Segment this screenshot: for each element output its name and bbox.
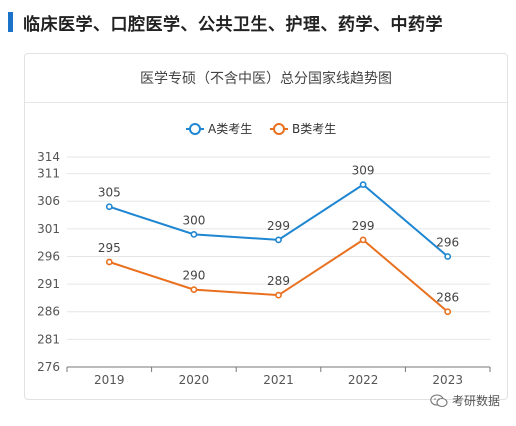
- legend-label-a: A类考生: [208, 122, 252, 136]
- data-point: [275, 236, 282, 244]
- page-title: 临床医学、口腔医学、公共卫生、护理、药学、中药学: [23, 14, 443, 35]
- data-point: [105, 203, 113, 211]
- data-point: [190, 230, 198, 238]
- heading-accent-bar: [8, 12, 13, 32]
- watermark: 考研数据: [430, 392, 500, 409]
- watermark-text: 考研数据: [452, 394, 501, 408]
- data-label: 289: [267, 274, 290, 288]
- x-tick-label: 2021: [263, 373, 294, 387]
- data-point: [444, 253, 452, 260]
- y-tick-label: 291: [37, 277, 60, 291]
- legend-label-b: B类考生: [292, 122, 336, 136]
- section-heading: 临床医学、口腔医学、公共卫生、护理、药学、中药学: [8, 8, 443, 36]
- data-label: 299: [267, 219, 290, 233]
- legend-marker: [189, 123, 201, 135]
- data-point: [444, 308, 452, 316]
- y-tick-label: 311: [37, 167, 60, 181]
- data-label: 299: [352, 219, 375, 233]
- data-point: [275, 291, 282, 299]
- chart-title: 医学专硕（不含中医）总分国家线趋势图: [25, 54, 507, 103]
- y-tick-label: 276: [37, 360, 60, 374]
- y-tick-label: 301: [37, 222, 60, 236]
- x-tick-label: 2019: [94, 373, 125, 387]
- data-label: 290: [182, 269, 205, 283]
- data-label: 295: [98, 241, 121, 255]
- data-label: 296: [436, 235, 459, 249]
- legend-marker: [273, 123, 285, 135]
- chart-card: 医学专硕（不含中医）总分国家线趋势图: [24, 53, 508, 400]
- y-tick-label: 281: [37, 332, 60, 346]
- y-tick-label: 296: [37, 249, 60, 263]
- data-point: [105, 258, 113, 266]
- y-tick-label: 286: [37, 305, 60, 319]
- data-label: 305: [98, 186, 121, 200]
- data-label: 309: [352, 164, 375, 178]
- data-point: [359, 236, 367, 244]
- wechat-icon: [430, 393, 448, 407]
- data-point: [359, 181, 367, 189]
- x-tick-label: 2023: [432, 373, 463, 387]
- data-point: [190, 286, 198, 294]
- y-tick-label: 314: [37, 150, 60, 164]
- x-tick-label: 2022: [348, 373, 379, 387]
- x-tick-label: 2020: [179, 373, 210, 387]
- y-tick-label: 306: [37, 194, 60, 208]
- data-label: 286: [436, 291, 459, 305]
- data-label: 300: [182, 213, 205, 227]
